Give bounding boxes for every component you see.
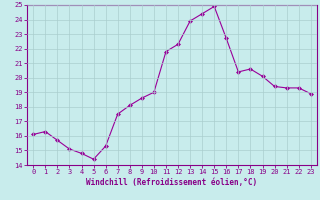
X-axis label: Windchill (Refroidissement éolien,°C): Windchill (Refroidissement éolien,°C)	[86, 178, 258, 187]
